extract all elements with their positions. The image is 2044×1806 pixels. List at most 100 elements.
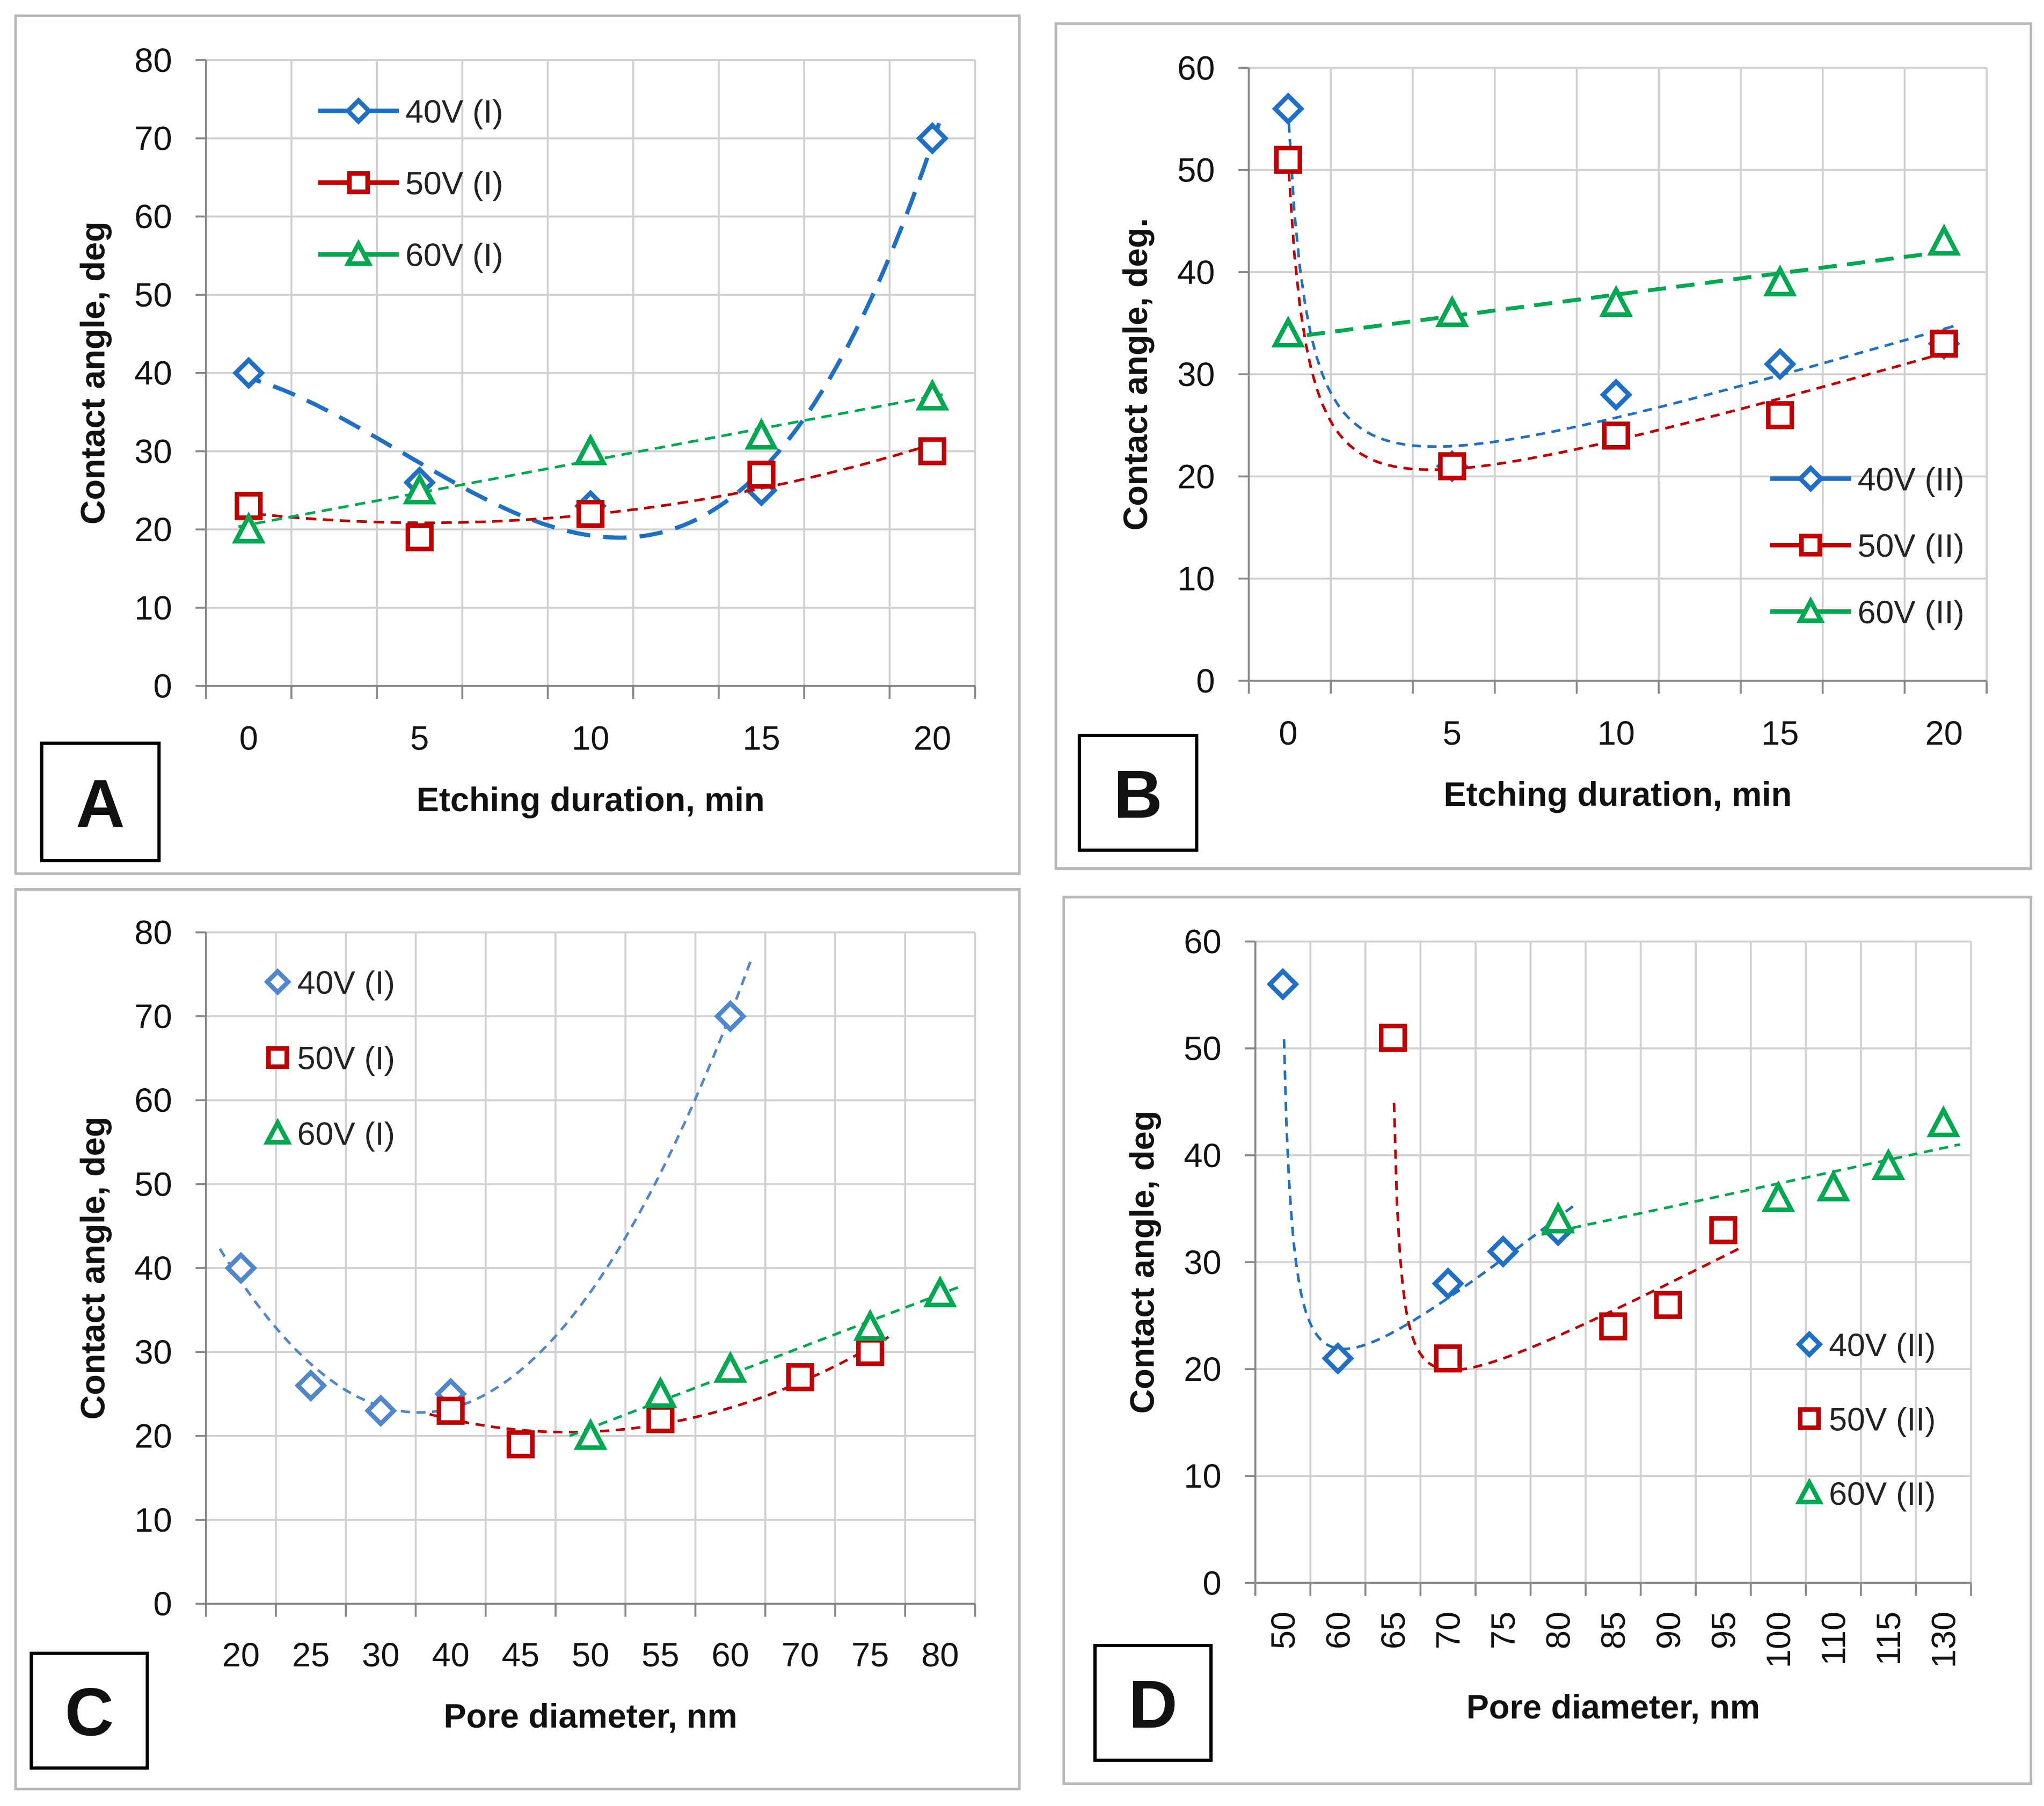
y-axis-title: Contact angle, deg <box>74 1117 112 1420</box>
data-point-diamond <box>1763 347 1797 381</box>
legend-label: 50V (II) <box>1858 527 1965 564</box>
trendline-40v-ii- <box>1287 123 1955 448</box>
x-tick-label: 20 <box>222 1636 260 1674</box>
data-point-triangle <box>403 472 437 505</box>
data-point-diamond <box>916 122 949 155</box>
data-point-diamond <box>224 1251 258 1285</box>
y-tick-label: 30 <box>134 433 172 470</box>
data-point-diamond <box>294 1369 327 1402</box>
legend-marker-diamond <box>1795 1330 1823 1358</box>
legend-marker-square <box>266 1046 289 1069</box>
x-tick-label: 30 <box>362 1636 399 1674</box>
data-point-diamond <box>364 1394 397 1428</box>
trendline-40v-ii- <box>1282 1039 1577 1350</box>
trendline-60v-ii- <box>1541 1143 1961 1236</box>
data-point-square <box>1438 452 1466 480</box>
panel-label-box <box>1093 1644 1213 1762</box>
panel-label: D <box>1128 1666 1177 1742</box>
x-tick-label: 85 <box>1595 1612 1632 1649</box>
y-tick-label: 50 <box>134 276 172 314</box>
y-axis-title: Contact angle, deg <box>74 221 112 525</box>
data-point-triangle <box>1541 1201 1575 1234</box>
legend-marker-diamond <box>345 97 373 125</box>
data-point-square <box>405 523 434 551</box>
legend-marker-square <box>1799 534 1822 557</box>
legend-label: 40V (II) <box>1829 1327 1936 1363</box>
y-tick-label: 10 <box>1177 560 1215 598</box>
data-point-triangle <box>1763 264 1797 297</box>
data-point-square <box>786 1363 815 1392</box>
legend-marker-triangle <box>263 1118 292 1145</box>
y-tick-label: 40 <box>134 355 172 392</box>
legend-label: 50V (I) <box>297 1040 395 1076</box>
legend-label: 40V (I) <box>405 93 503 130</box>
panel-label: A <box>76 766 125 841</box>
x-axis-title: Etching duration, min <box>417 781 765 819</box>
legend-label: 60V (I) <box>297 1116 395 1152</box>
y-tick-label: 70 <box>134 120 172 158</box>
legend-label: 50V (I) <box>405 165 503 201</box>
legend-marker-square <box>1798 1407 1821 1430</box>
y-tick-label: 0 <box>1202 1564 1221 1602</box>
y-tick-label: 40 <box>1184 1137 1221 1175</box>
x-tick-label: 65 <box>1375 1612 1412 1649</box>
trendline-50v-ii- <box>1392 1102 1742 1372</box>
data-point-triangle <box>1435 295 1469 327</box>
y-tick-label: 0 <box>153 1585 172 1623</box>
y-tick-label: 50 <box>1177 152 1215 190</box>
data-point-square <box>1434 1344 1462 1373</box>
chart-panel-a: 0 10 20 30 40 50 60 70 80 0 5 10 15 20 Etching duratio… <box>14 14 1021 875</box>
x-tick-label: 130 <box>1925 1612 1963 1668</box>
y-axis-title: Contact angle, deg. <box>1117 218 1155 530</box>
y-tick-label: 40 <box>134 1250 172 1287</box>
x-tick-label: 90 <box>1650 1612 1688 1649</box>
x-tick-label: 60 <box>712 1636 749 1674</box>
x-tick-label: 10 <box>1597 715 1635 752</box>
chart-panel-b: 0 10 20 30 40 50 60 0 5 10 15 20 Etching duration, m… <box>1054 22 2033 870</box>
data-point-diamond <box>232 356 265 390</box>
x-axis-title: Pore diameter, nm <box>443 1698 737 1735</box>
data-point-square <box>576 499 605 528</box>
y-tick-label: 30 <box>1184 1244 1221 1281</box>
data-point-square <box>918 437 947 465</box>
chart-panel-d: 0 10 20 30 40 50 60 50 60 65 70 75 80 85 90 95 100 110 115… <box>1062 895 2033 1785</box>
legend-label: 60V (I) <box>405 237 503 273</box>
data-point-square <box>646 1405 675 1433</box>
data-point-triangle <box>1927 223 1961 256</box>
x-tick-label: 0 <box>1279 715 1297 752</box>
x-tick-label: 10 <box>572 720 609 758</box>
legend-marker-triangle <box>344 239 373 266</box>
data-point-square <box>1766 401 1794 429</box>
y-tick-label: 20 <box>1177 458 1215 496</box>
legend-marker-diamond <box>1797 465 1824 492</box>
y-tick-label: 70 <box>134 998 172 1036</box>
x-tick-label: 55 <box>641 1636 679 1674</box>
x-tick-label: 80 <box>921 1636 959 1674</box>
y-tick-label: 0 <box>153 668 172 705</box>
data-point-triangle <box>1816 1169 1850 1201</box>
data-point-triangle <box>915 378 950 411</box>
panel-frame <box>14 14 1021 875</box>
x-tick-label: 15 <box>742 720 780 758</box>
data-point-triangle <box>1599 285 1633 317</box>
y-tick-label: 10 <box>1184 1458 1221 1495</box>
data-point-square <box>1274 145 1302 174</box>
x-axis-title: Etching duration, min <box>1443 776 1792 813</box>
x-tick-label: 45 <box>502 1636 539 1674</box>
y-tick-label: 60 <box>134 198 172 236</box>
data-point-diamond <box>1266 968 1300 1001</box>
x-tick-label: 25 <box>292 1636 330 1674</box>
y-tick-label: 50 <box>134 1166 172 1204</box>
y-tick-label: 80 <box>134 914 172 952</box>
data-point-triangle <box>231 511 266 544</box>
legend-marker-diamond <box>264 968 291 996</box>
y-tick-label: 60 <box>1177 49 1215 87</box>
panel-label-box <box>30 1651 149 1770</box>
legend-marker-triangle <box>1795 1477 1824 1505</box>
x-tick-label: 40 <box>432 1636 470 1674</box>
y-tick-label: 80 <box>134 42 172 79</box>
data-point-square <box>1602 421 1630 450</box>
data-point-triangle <box>853 1309 887 1341</box>
legend-label: 50V (II) <box>1829 1401 1936 1437</box>
